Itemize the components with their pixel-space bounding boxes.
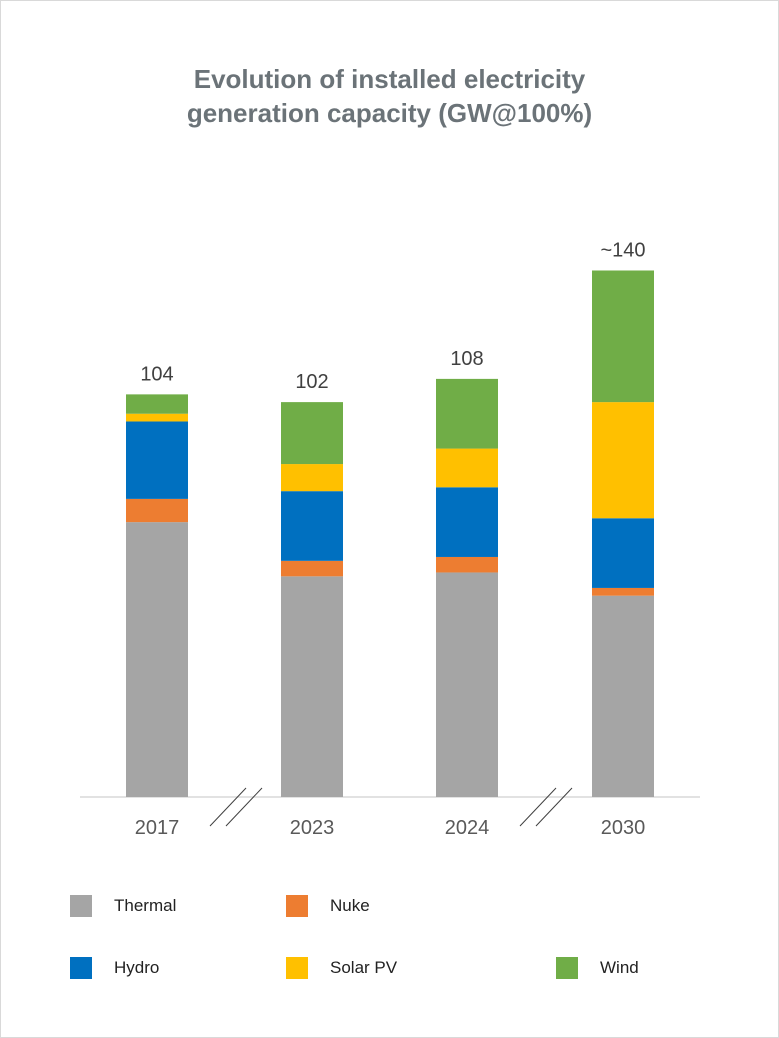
bar-group [126,270,654,797]
bar-hydro-2024 [436,487,498,557]
total-label-2023: 102 [295,371,328,393]
bar-hydro-2023 [281,491,343,561]
legend-swatch-hydro [70,957,92,979]
bar-thermal-2017 [126,522,188,797]
bar-wind-2030 [592,270,654,403]
axis-break-2 [519,787,573,827]
bar-hydro-2030 [592,518,654,588]
bar-solar-pv-2030 [592,402,654,519]
legend-label-thermal: Thermal [114,896,177,915]
x-tick-label-2017: 2017 [135,817,180,839]
axis-break-1 [209,787,263,827]
legend-label-wind: Wind [600,958,639,977]
x-tick-label-2023: 2023 [290,817,335,839]
chart-title-line-1: Evolution of installed electricity [193,64,586,94]
bar-nuke-2023 [281,560,343,577]
chart-title-line-2: generation capacity (GW@100%) [186,98,593,128]
legend-label-nuke: Nuke [330,896,370,915]
bar-nuke-2017 [126,498,188,523]
bar-hydro-2017 [126,421,188,499]
label-group: 104 2017 102 2023 108 2024 ~140 2030 [135,239,646,839]
legend-swatch-thermal [70,895,92,917]
bar-wind-2017 [126,394,188,414]
bar-thermal-2030 [592,595,654,797]
axis-break-group [209,787,573,827]
legend-swatch-nuke [286,895,308,917]
legend-swatch-solar-pv [286,957,308,979]
chart-title: Evolution of installed electricity gener… [0,62,779,130]
legend-label-hydro: Hydro [114,958,160,977]
x-tick-label-2024: 2024 [445,817,490,839]
bar-solar-pv-2017 [126,413,188,422]
bar-wind-2024 [436,378,498,449]
total-label-2024: 108 [450,348,483,370]
bar-nuke-2024 [436,556,498,573]
bar-nuke-2030 [592,587,654,596]
bar-solar-pv-2024 [436,448,498,488]
bar-solar-pv-2023 [281,464,343,492]
legend-label-solar-pv: Solar PV [330,958,398,977]
total-label-2017: 104 [140,363,173,385]
bar-thermal-2024 [436,572,498,797]
x-tick-label-2030: 2030 [601,817,646,839]
total-label-2030: ~140 [600,239,645,261]
bar-wind-2023 [281,402,343,465]
bar-thermal-2023 [281,576,343,797]
legend-swatch-wind [556,957,578,979]
